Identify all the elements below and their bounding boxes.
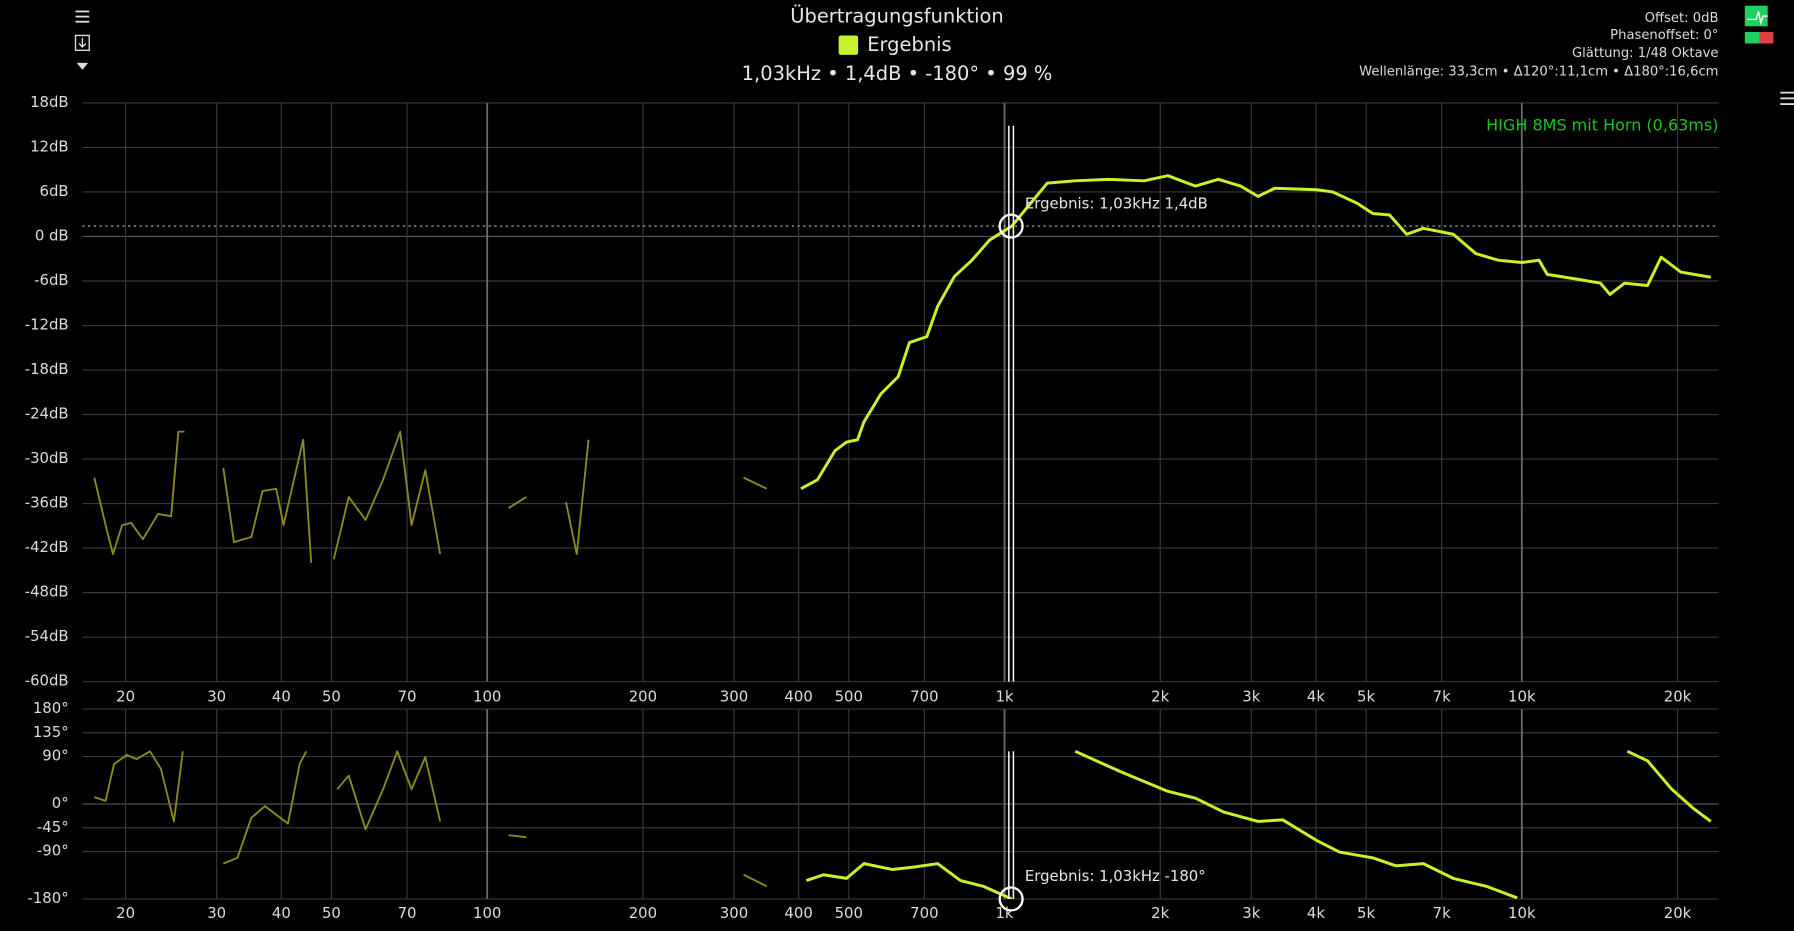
info-line: Offset: 0dB xyxy=(1645,11,1719,26)
y-tick-label: -42dB xyxy=(25,538,69,556)
y-tick-label: 0° xyxy=(52,794,69,812)
x-tick-label: 2k xyxy=(1151,688,1169,706)
title: Übertragungsfunktion xyxy=(790,5,1003,28)
y-tick-label: 135° xyxy=(33,723,69,741)
x-tick-label: 5k xyxy=(1357,688,1375,706)
plot-lines xyxy=(93,749,1712,899)
menu-button[interactable] xyxy=(75,10,90,23)
x-tick-label: 10k xyxy=(1508,688,1536,706)
info-line: Glättung: 1/48 Oktave xyxy=(1572,46,1719,61)
series-line xyxy=(805,749,1712,899)
y-tick-label: 90° xyxy=(42,747,68,765)
x-tick-label: 10k xyxy=(1508,904,1536,922)
y-tick-label: -12dB xyxy=(25,316,69,334)
cursor-marker xyxy=(998,886,1024,912)
x-tick-label: 7k xyxy=(1433,688,1451,706)
legend-label[interactable]: Ergebnis xyxy=(867,33,951,56)
legend-swatch xyxy=(838,35,859,55)
y-tick-label: -48dB xyxy=(25,583,69,601)
x-tick-label: 20 xyxy=(116,688,135,706)
y-tick-label: -6dB xyxy=(34,271,68,289)
x-tick-label: 300 xyxy=(720,904,748,922)
y-tick-label: -180° xyxy=(27,889,68,907)
x-tick-label: 200 xyxy=(629,904,657,922)
readout: 1,03kHz • 1,4dB • -180° • 99 % xyxy=(742,62,1053,85)
x-tick-label: 3k xyxy=(1242,688,1260,706)
y-tick-label: 180° xyxy=(33,699,69,717)
y-tick-label: 6dB xyxy=(40,182,69,200)
x-tick-label: 50 xyxy=(322,688,341,706)
cursor-label: Ergebnis: 1,03kHz -180° xyxy=(1025,867,1206,885)
y-tick-label: -18dB xyxy=(25,360,69,378)
info-line: Phasenoffset: 0° xyxy=(1610,28,1718,43)
x-tick-label: 700 xyxy=(910,904,938,922)
cursor-marker xyxy=(998,213,1024,239)
cursor-label: Ergebnis: 1,03kHz 1,4dB xyxy=(1025,194,1208,212)
x-tick-label: 70 xyxy=(398,688,417,706)
x-tick-label: 1k xyxy=(995,904,1013,922)
annotation: HIGH 8MS mit Horn (0,63ms) xyxy=(1486,115,1718,134)
y-tick-label: -90° xyxy=(37,842,69,860)
x-tick-label: 7k xyxy=(1433,904,1451,922)
x-tick-label: 40 xyxy=(272,904,291,922)
x-tick-label: 30 xyxy=(207,688,226,706)
x-tick-label: 200 xyxy=(629,688,657,706)
x-tick-label: 5k xyxy=(1357,904,1375,922)
x-tick-label: 70 xyxy=(398,904,417,922)
x-tick-label: 20 xyxy=(116,904,135,922)
x-tick-label: 400 xyxy=(784,688,812,706)
y-tick-label: -54dB xyxy=(25,627,69,645)
x-tick-label: 3k xyxy=(1242,904,1260,922)
x-tick-label: 2k xyxy=(1151,904,1169,922)
x-tick-label: 400 xyxy=(784,904,812,922)
y-tick-label: -24dB xyxy=(25,405,69,423)
x-tick-label: 40 xyxy=(272,688,291,706)
y-tick-label: -45° xyxy=(37,818,69,836)
side-menu-button[interactable] xyxy=(1780,91,1794,105)
y-tick-label: -36dB xyxy=(25,494,69,512)
x-tick-label: 50 xyxy=(322,904,341,922)
info-line: Wellenlänge: 33,3cm • Δ120°:11,1cm • Δ18… xyxy=(1359,65,1718,80)
x-tick-label: 4k xyxy=(1307,904,1325,922)
x-tick-label: 500 xyxy=(835,904,863,922)
x-tick-label: 500 xyxy=(835,688,863,706)
series-line xyxy=(93,430,768,564)
x-tick-label: 700 xyxy=(910,688,938,706)
x-tick-label: 100 xyxy=(473,688,501,706)
x-tick-label: 30 xyxy=(207,904,226,922)
y-tick-label: -60dB xyxy=(25,672,69,690)
x-tick-label: 4k xyxy=(1307,688,1325,706)
status-icon[interactable] xyxy=(1744,5,1774,44)
plot-lines xyxy=(93,174,1712,564)
dropdown-button[interactable] xyxy=(76,62,89,70)
x-tick-label: 100 xyxy=(473,904,501,922)
series-line xyxy=(800,174,1712,491)
y-tick-label: 18dB xyxy=(30,93,69,111)
export-button[interactable] xyxy=(74,34,90,52)
x-tick-label: 1k xyxy=(995,688,1013,706)
y-tick-label: -30dB xyxy=(25,449,69,467)
y-tick-label: 12dB xyxy=(30,137,69,155)
x-tick-label: 300 xyxy=(720,688,748,706)
series-line xyxy=(93,750,768,888)
y-tick-label: 0 dB xyxy=(35,226,69,244)
x-tick-label: 20k xyxy=(1664,904,1692,922)
x-tick-label: 20k xyxy=(1664,688,1692,706)
